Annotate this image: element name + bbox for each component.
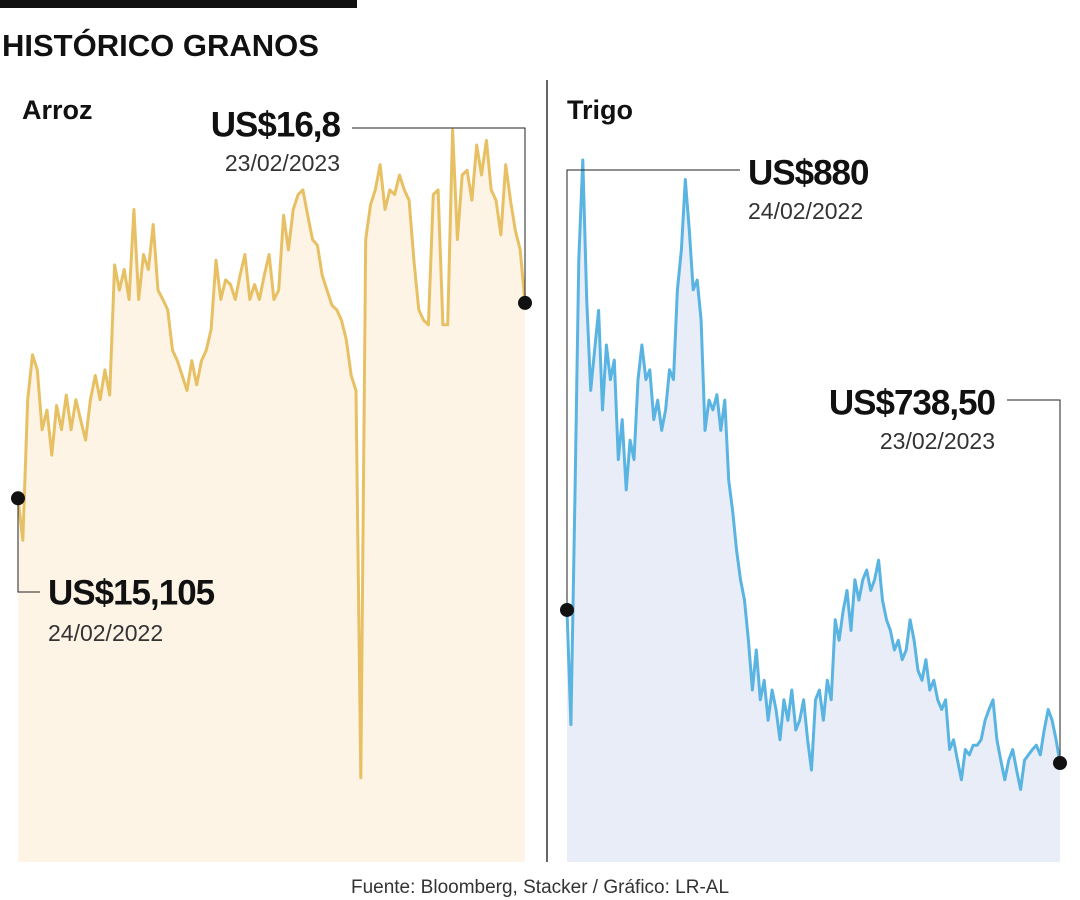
panel-title: Trigo [567, 95, 633, 125]
annotation-dot [1053, 756, 1067, 771]
annotation-date: 24/02/2022 [48, 620, 163, 646]
annotation-value: US$738,50 [829, 383, 996, 422]
annotation-date: 24/02/2022 [748, 198, 863, 224]
annotation-value: US$16,8 [211, 105, 341, 144]
annotation-dot [560, 602, 574, 617]
price-line [565, 158, 1062, 791]
price-line [16, 128, 527, 780]
top-bar [0, 0, 357, 8]
annotation-dot [11, 491, 25, 506]
annotation-date: 23/02/2023 [880, 428, 995, 454]
annotation-dot [518, 295, 532, 310]
leader-line [566, 169, 740, 610]
area-fill [18, 130, 525, 862]
area-fill [567, 160, 1060, 862]
annotation-value: US$880 [748, 153, 869, 192]
leader-line [352, 127, 526, 303]
annotation-value: US$15,105 [48, 573, 215, 612]
leader-line [17, 498, 40, 593]
panel-title: Arroz [22, 95, 93, 125]
source: Fuente: Bloomberg, Stacker / Gráfico: LR… [351, 877, 729, 898]
annotation-date: 23/02/2023 [225, 150, 340, 176]
title: HISTÓRICO GRANOS [2, 27, 319, 63]
leader-line [1007, 399, 1061, 764]
